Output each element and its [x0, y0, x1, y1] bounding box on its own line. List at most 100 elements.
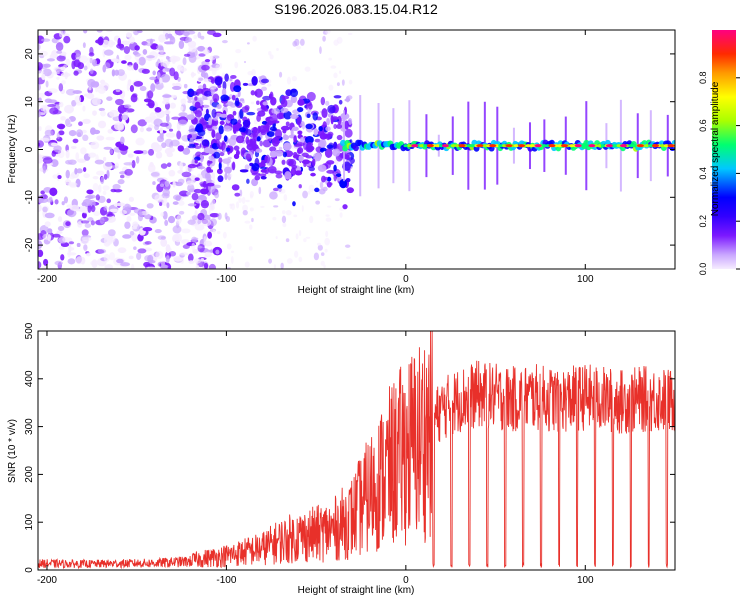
spectrogram-cell [334, 198, 340, 202]
spectrogram-cell [140, 210, 149, 216]
spectrogram-cell [213, 151, 221, 159]
spectrogram-cell [162, 94, 172, 98]
spectrogram-cell [200, 258, 205, 262]
spectrogram-cell [166, 162, 172, 168]
spectrogram-cell [197, 212, 205, 221]
spectrogram-cell [196, 47, 200, 50]
spectrogram-cell [87, 204, 92, 213]
spectrogram-cell [195, 265, 200, 269]
spectrogram-cell [258, 186, 262, 195]
spectrogram-cell [235, 135, 245, 144]
spectrogram-cell [93, 211, 101, 217]
spectrogram-cell [169, 35, 175, 41]
spectrogram-cell [77, 62, 85, 70]
spectrogram-cell [52, 174, 59, 179]
spectrogram-cell [226, 243, 232, 250]
spectrogram-cell [407, 144, 413, 148]
spectrogram-cell [149, 76, 157, 81]
spectrogram-cell [275, 236, 278, 240]
spectrogram-cell [338, 70, 342, 74]
spectrogram-cell [126, 215, 132, 222]
spectrogram-cell [276, 47, 279, 51]
spectrogram-cell [90, 260, 97, 266]
spectrogram-cell [256, 136, 261, 142]
spectrogram-cell [97, 36, 104, 46]
spectrogram-cell [55, 42, 64, 52]
spectrogram-cell [103, 236, 113, 246]
spectrogram-cell [84, 223, 91, 228]
spectrogram-cell [327, 104, 336, 114]
spectrogram-cell [267, 165, 277, 174]
spectrogram-cell [192, 97, 195, 105]
spectrogram-cell [115, 88, 121, 93]
spectrogram-cell [283, 194, 288, 201]
spectrogram-cell [146, 55, 155, 59]
spectrogram-cell [186, 114, 195, 121]
spectrogram-cell [525, 144, 531, 148]
spectrogram-cell [124, 54, 132, 61]
snr-ytick-label: 300 [24, 418, 35, 435]
spectrogram-cell [313, 128, 318, 136]
spectrogram-cell [178, 112, 188, 117]
spectrogram-cell [327, 113, 332, 118]
spectrogram-cell [293, 152, 298, 157]
spectrogram-cell [197, 31, 202, 39]
spectrogram-cell [320, 148, 325, 153]
spectrogram-cell [69, 204, 80, 211]
spectrogram-cell [38, 240, 43, 250]
spectrogram-cell [282, 128, 287, 134]
spectrogram-cell [307, 190, 311, 195]
spectrogram-cell [541, 144, 547, 148]
spectrogram-cell [147, 90, 154, 99]
spectrogram-cell [115, 202, 126, 207]
spectrogram-xtick-label: 0 [403, 274, 409, 285]
spectrogram-cell [314, 138, 321, 143]
spectrogram-cell [100, 176, 105, 185]
spectrogram-cell [135, 156, 140, 164]
spectrogram-cell [220, 30, 225, 33]
spectrogram-cell [70, 145, 77, 149]
spectrogram-cell [303, 238, 307, 243]
spectrogram-cell [423, 144, 428, 148]
spectrogram-cell [222, 231, 227, 239]
spectrogram-cell [73, 70, 79, 76]
spectrogram-cell [220, 94, 230, 102]
spectrogram-cell [117, 179, 125, 185]
spectrogram-cell [305, 236, 311, 239]
spectrogram-ytick-label: -10 [24, 190, 35, 205]
spectrogram-cell [99, 217, 105, 224]
spectrogram-cell [162, 210, 168, 220]
spectrogram-cell [211, 129, 216, 139]
spectrogram-cell [322, 35, 326, 42]
spectrogram-cell [211, 198, 216, 207]
spectrogram-cell [197, 85, 204, 90]
spectrogram-cell [293, 135, 297, 144]
spectrogram-ytick-label: 20 [24, 48, 35, 60]
spectrogram-cell [159, 202, 163, 206]
spectrogram-cell [139, 86, 147, 92]
spectrogram-cell [319, 181, 324, 190]
spectrogram-cell [83, 30, 88, 34]
spectrogram-cell [315, 180, 319, 183]
spectrogram-cell [38, 261, 42, 269]
spectrogram-cell [332, 148, 341, 157]
spectrogram-cell [165, 255, 170, 264]
spectrogram-cell [152, 70, 156, 76]
spectrogram-cell [57, 174, 62, 180]
spectrogram-cell [65, 221, 71, 227]
spectrogram-cell [275, 150, 284, 157]
spectrogram-cell [111, 69, 116, 77]
spectrogram-cell [306, 91, 316, 102]
spectrogram-cell [81, 212, 87, 219]
spectrogram-cell [230, 118, 238, 125]
spectrogram-cell [230, 74, 237, 79]
spectrogram-cell [168, 128, 174, 132]
spectrogram-cell [194, 110, 203, 118]
spectrogram-cell [293, 143, 303, 148]
spectrogram-cell [137, 248, 147, 254]
spectrogram-cell [103, 205, 108, 211]
spectrogram-cell [191, 215, 198, 221]
spectrogram-cell [164, 219, 169, 227]
spectrogram-cell [48, 196, 53, 201]
spectrogram-cell [180, 106, 184, 111]
